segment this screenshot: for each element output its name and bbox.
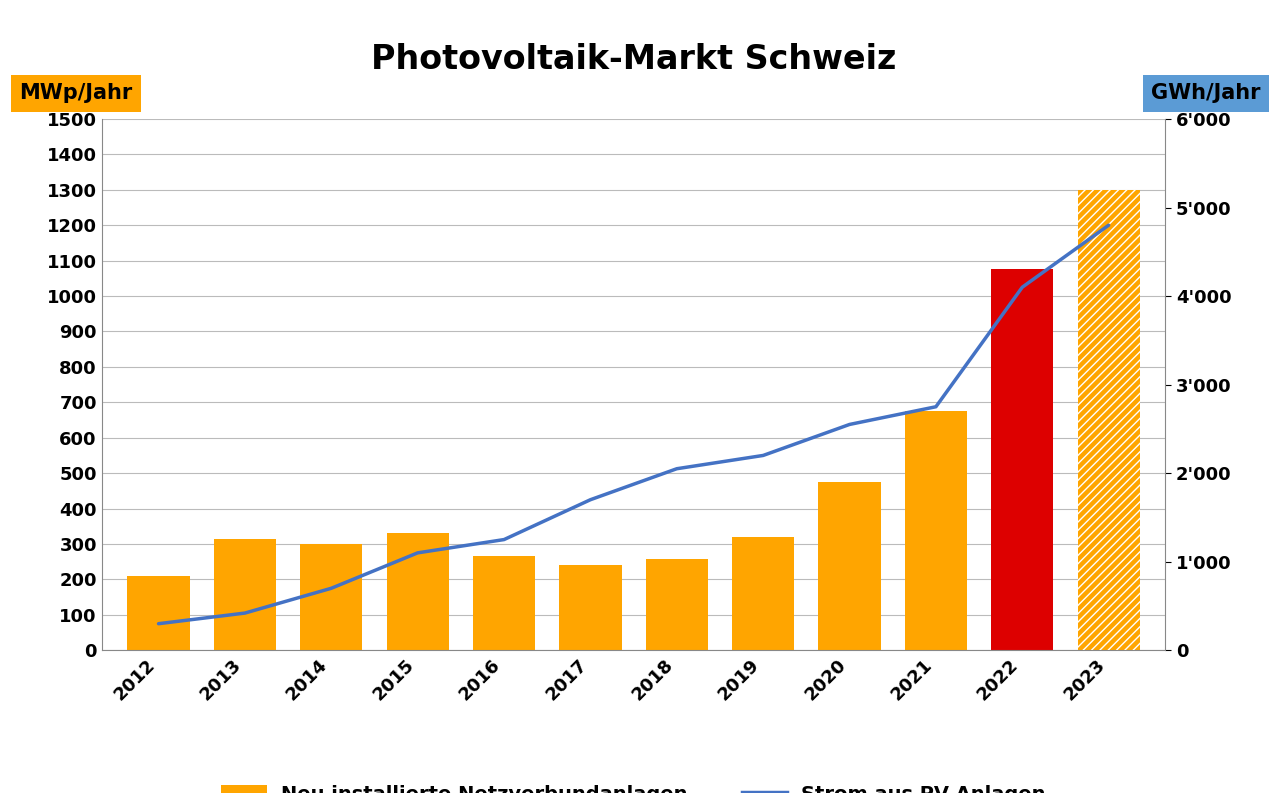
Bar [301, 544, 362, 650]
Bar [472, 557, 535, 650]
Legend: Neu installierte Netzverbundanlagen, Strom aus PV-Anlagen: Neu installierte Netzverbundanlagen, Str… [214, 777, 1053, 793]
Bar [559, 565, 622, 650]
Bar [818, 482, 881, 650]
Bar [645, 559, 708, 650]
Bar [991, 270, 1053, 650]
Bar [128, 576, 189, 650]
Bar [387, 534, 449, 650]
Text: GWh/Jahr: GWh/Jahr [1151, 83, 1261, 103]
Bar [905, 411, 966, 650]
Bar [1078, 190, 1139, 650]
Bar [214, 538, 276, 650]
Bar [1078, 190, 1139, 650]
Bar [732, 537, 795, 650]
Text: MWp/Jahr: MWp/Jahr [19, 83, 132, 103]
Text: Photovoltaik-Markt Schweiz: Photovoltaik-Markt Schweiz [371, 43, 896, 76]
